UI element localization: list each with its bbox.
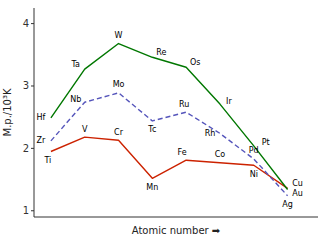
series-line — [51, 44, 288, 190]
x-axis — [34, 217, 318, 218]
point-label: Pd — [249, 146, 259, 155]
point-label: Os — [190, 58, 200, 67]
point-label: W — [115, 31, 123, 40]
point-label: Au — [292, 189, 303, 198]
point-label: V — [82, 125, 88, 134]
y-tick — [31, 148, 34, 149]
point-label: Cr — [114, 128, 124, 137]
point-label: Cu — [292, 179, 303, 188]
point-label: Co — [215, 150, 226, 159]
y-axis — [34, 8, 35, 217]
y-axis-label: M.p./10³K — [2, 88, 13, 136]
y-tick-label: 1 — [23, 205, 29, 216]
plot-area — [51, 44, 288, 196]
y-tick — [31, 210, 34, 211]
point-label: Fe — [178, 148, 187, 157]
point-label: Rh — [205, 129, 216, 138]
point-label: Ni — [250, 170, 258, 179]
point-label: Tc — [147, 125, 156, 134]
y-tick-label: 2 — [23, 143, 29, 154]
y-tick — [31, 85, 34, 86]
point-label: Mn — [146, 183, 158, 192]
y-tick-label: 4 — [23, 18, 29, 29]
point-label: Nb — [70, 95, 81, 104]
point-label: Ta — [70, 60, 80, 69]
x-axis-label: Atomic number ➡ — [132, 225, 221, 236]
point-label: Pt — [262, 138, 270, 147]
y-tick-label: 3 — [23, 80, 29, 91]
point-label: Ru — [179, 100, 189, 109]
point-label: Ag — [282, 200, 293, 209]
point-label: Zr — [37, 136, 46, 145]
point-label: Re — [156, 48, 166, 57]
chart: 1 2 3 4 Atomic number ➡ M.p./10³K Ti V Cr Mn Fe Co N… — [0, 0, 326, 239]
point-label: Hf — [36, 113, 45, 122]
point-label: Ti — [43, 156, 51, 165]
y-tick — [31, 23, 34, 24]
point-label: Mo — [113, 80, 125, 89]
point-label: Ir — [226, 97, 232, 106]
